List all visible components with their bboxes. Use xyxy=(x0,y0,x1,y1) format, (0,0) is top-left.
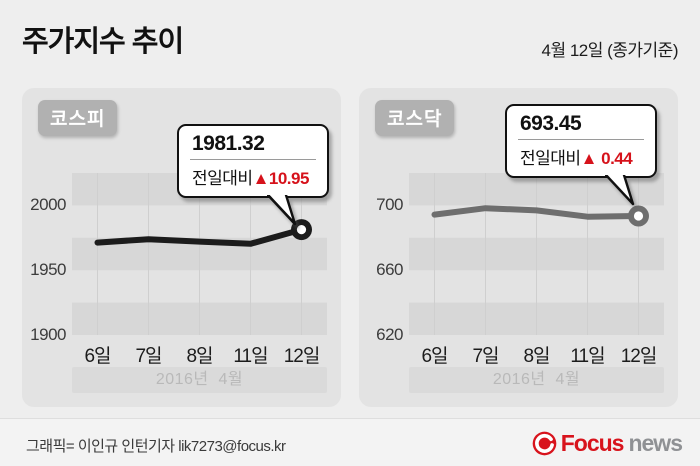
x-tick-label: 8일 xyxy=(186,346,213,367)
y-tick-label: 660 xyxy=(376,260,403,280)
kosdaq-change-value: ▲ 0.44 xyxy=(580,149,633,168)
y-tick-label: 2000 xyxy=(30,195,66,215)
kospi-period-label: 2016년 4월 xyxy=(72,367,327,393)
kosdaq-chart xyxy=(409,173,664,335)
change-label: 전일대비 xyxy=(520,149,581,168)
series-line xyxy=(431,205,642,220)
series-line xyxy=(94,226,305,247)
footer: 그래픽= 이인규 인턴기자 lik7273@focus.kr Focus new… xyxy=(0,418,700,466)
kosdaq-callout: 693.45 전일대비▲ 0.44 xyxy=(505,104,657,206)
kosdaq-close-value: 693.45 xyxy=(520,112,582,135)
x-tick-label: 12일 xyxy=(620,346,658,367)
kosdaq-change-row: 전일대비▲ 0.44 xyxy=(507,140,655,176)
x-tick-label: 8일 xyxy=(523,346,550,367)
focus-news-logo: Focus news xyxy=(532,430,683,457)
x-tick-label: 7일 xyxy=(135,346,162,367)
logo-word-news: news xyxy=(628,430,683,456)
callout-divider xyxy=(518,139,644,140)
credit-line: 그래픽= 이인규 인턴기자 lik7273@focus.kr xyxy=(26,438,286,455)
y-tick-label: 700 xyxy=(376,195,403,215)
kospi-change-row: 전일대비▲10.95 xyxy=(179,160,327,196)
y-tick-label: 1950 xyxy=(30,260,66,280)
kospi-callout: 1981.32 전일대비▲10.95 xyxy=(177,124,329,226)
date-note: 4월 12일 (종가기준) xyxy=(541,41,679,60)
change-label: 전일대비 xyxy=(192,169,253,188)
kosdaq-panel: 코스닥 700 660 620 6일 7일 8일 11일 12일 2016년 4월 693.… xyxy=(359,88,678,407)
kospi-panel: 코스피 2000 1950 1900 6일 7일 8일 11일 12일 2016년 4월 1… xyxy=(22,88,341,407)
y-tick-label: 620 xyxy=(376,325,403,344)
callout-tail xyxy=(605,175,635,206)
kospi-callout-box: 1981.32 전일대비▲10.95 xyxy=(177,124,329,198)
callout-divider xyxy=(190,159,316,160)
x-tick-label: 11일 xyxy=(233,346,268,367)
kospi-close-value: 1981.32 xyxy=(192,132,265,155)
x-tick-label: 7일 xyxy=(472,346,499,367)
focus-news-logo-icon xyxy=(532,431,557,456)
kospi-index-label: 코스피 xyxy=(38,100,118,136)
kosdaq-line-chart xyxy=(409,173,664,335)
kosdaq-callout-box: 693.45 전일대비▲ 0.44 xyxy=(505,104,657,178)
end-marker-center xyxy=(633,211,644,221)
kosdaq-index-label: 코스닥 xyxy=(375,100,455,136)
y-tick-label: 1900 xyxy=(30,325,66,344)
end-marker-center xyxy=(296,225,307,235)
x-tick-label: 6일 xyxy=(84,346,111,367)
x-tick-label: 6일 xyxy=(421,346,448,367)
page-title: 주가지수 추이 xyxy=(22,26,184,58)
x-tick-label: 11일 xyxy=(570,346,605,367)
callout-tail xyxy=(267,195,297,226)
kosdaq-period-label: 2016년 4월 xyxy=(409,367,664,393)
x-tick-label: 12일 xyxy=(283,346,321,367)
logo-word-focus: Focus xyxy=(560,430,625,456)
kospi-change-value: ▲10.95 xyxy=(252,169,310,188)
